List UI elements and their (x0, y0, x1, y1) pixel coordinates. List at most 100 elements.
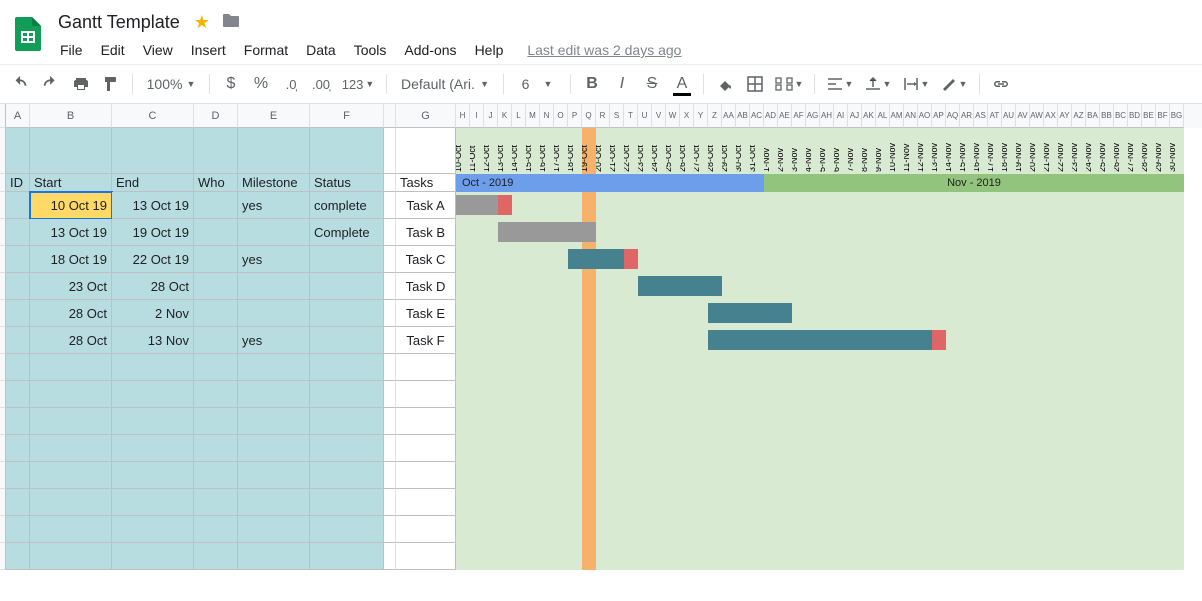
col-header[interactable]: AT (988, 104, 1002, 128)
cell[interactable] (30, 462, 112, 489)
col-header[interactable]: AG (806, 104, 820, 128)
cell[interactable] (112, 543, 194, 570)
col-header[interactable]: F (310, 104, 384, 128)
col-header[interactable]: AC (750, 104, 764, 128)
col-header[interactable]: AD (764, 104, 778, 128)
decrease-decimal-button[interactable]: .0̩ (278, 71, 304, 97)
col-header[interactable]: AJ (848, 104, 862, 128)
cell[interactable] (6, 489, 30, 516)
cell[interactable] (6, 381, 30, 408)
col-header[interactable]: D (194, 104, 238, 128)
cell[interactable] (194, 327, 238, 354)
cell[interactable] (194, 300, 238, 327)
cell[interactable] (6, 246, 30, 273)
cell[interactable] (194, 354, 238, 381)
cell[interactable] (396, 435, 456, 462)
col-header[interactable]: BB (1100, 104, 1114, 128)
col-header[interactable]: C (112, 104, 194, 128)
cell[interactable]: Complete (310, 219, 384, 246)
cell[interactable] (30, 354, 112, 381)
cell[interactable] (238, 516, 310, 543)
cell[interactable] (310, 489, 384, 516)
v-align-button[interactable]: ▼ (861, 71, 895, 97)
cell[interactable]: 2 Nov (112, 300, 194, 327)
cell[interactable] (310, 327, 384, 354)
cell[interactable] (194, 543, 238, 570)
cell[interactable] (194, 192, 238, 219)
cell[interactable] (112, 489, 194, 516)
bold-button[interactable]: B (579, 71, 605, 97)
cell[interactable] (238, 273, 310, 300)
cell[interactable] (194, 381, 238, 408)
cell[interactable] (112, 408, 194, 435)
cell[interactable] (396, 354, 456, 381)
cell[interactable] (6, 462, 30, 489)
col-header[interactable]: Y (694, 104, 708, 128)
cell[interactable] (310, 246, 384, 273)
col-header[interactable]: A (6, 104, 30, 128)
spreadsheet-grid[interactable]: ABCDEFGHIJKLMNOPQRSTUVWXYZAAABACADAEAFAG… (0, 104, 1202, 601)
cell[interactable]: 28 Oct (30, 327, 112, 354)
col-header[interactable]: AN (904, 104, 918, 128)
cell[interactable]: 13 Oct 19 (112, 192, 194, 219)
font-select[interactable]: Default (Ari...▼ (395, 76, 495, 92)
menu-file[interactable]: File (52, 38, 91, 62)
cell[interactable] (6, 543, 30, 570)
cell[interactable] (238, 354, 310, 381)
borders-button[interactable] (742, 71, 768, 97)
cell[interactable]: 19 Oct 19 (112, 219, 194, 246)
col-header[interactable]: AI (834, 104, 848, 128)
col-header[interactable]: AH (820, 104, 834, 128)
font-size-select[interactable]: 6▼ (512, 76, 562, 92)
menu-insert[interactable]: Insert (183, 38, 234, 62)
cell[interactable] (6, 435, 30, 462)
col-header[interactable]: AR (960, 104, 974, 128)
col-header[interactable]: I (470, 104, 484, 128)
col-header[interactable]: AM (890, 104, 904, 128)
wrap-button[interactable]: ▼ (899, 71, 933, 97)
sheets-logo[interactable] (8, 8, 48, 60)
cell[interactable] (194, 273, 238, 300)
last-edit-link[interactable]: Last edit was 2 days ago (527, 42, 681, 58)
col-header[interactable]: G (396, 104, 456, 128)
menu-add-ons[interactable]: Add-ons (396, 38, 464, 62)
cell[interactable] (238, 300, 310, 327)
currency-button[interactable]: $ (218, 71, 244, 97)
cell[interactable] (194, 246, 238, 273)
col-header[interactable]: M (526, 104, 540, 128)
menu-tools[interactable]: Tools (346, 38, 395, 62)
col-header[interactable]: O (554, 104, 568, 128)
link-button[interactable] (988, 71, 1014, 97)
col-header[interactable]: AY (1058, 104, 1072, 128)
cell[interactable] (310, 381, 384, 408)
cell[interactable] (310, 435, 384, 462)
cell[interactable] (310, 300, 384, 327)
task-name[interactable]: Task F (396, 327, 456, 354)
col-header[interactable]: E (238, 104, 310, 128)
zoom-select[interactable]: 100%▼ (141, 76, 201, 92)
col-header[interactable]: BG (1170, 104, 1184, 128)
paint-format-button[interactable] (98, 71, 124, 97)
cell[interactable] (396, 381, 456, 408)
fill-color-button[interactable] (712, 71, 738, 97)
cell[interactable] (310, 543, 384, 570)
cell[interactable] (238, 219, 310, 246)
col-header[interactable]: AU (1002, 104, 1016, 128)
cell[interactable] (238, 489, 310, 516)
cell[interactable] (6, 516, 30, 543)
col-header[interactable]: N (540, 104, 554, 128)
cell[interactable] (30, 489, 112, 516)
text-color-button[interactable]: A (669, 71, 695, 97)
col-header[interactable]: P (568, 104, 582, 128)
cell[interactable] (112, 354, 194, 381)
col-header[interactable]: AQ (946, 104, 960, 128)
col-header[interactable]: AK (862, 104, 876, 128)
cell[interactable] (194, 435, 238, 462)
task-name[interactable]: Task E (396, 300, 456, 327)
col-header[interactable]: W (666, 104, 680, 128)
col-header[interactable]: L (512, 104, 526, 128)
cell[interactable] (30, 516, 112, 543)
redo-button[interactable] (38, 71, 64, 97)
menu-format[interactable]: Format (236, 38, 296, 62)
cell[interactable] (194, 219, 238, 246)
